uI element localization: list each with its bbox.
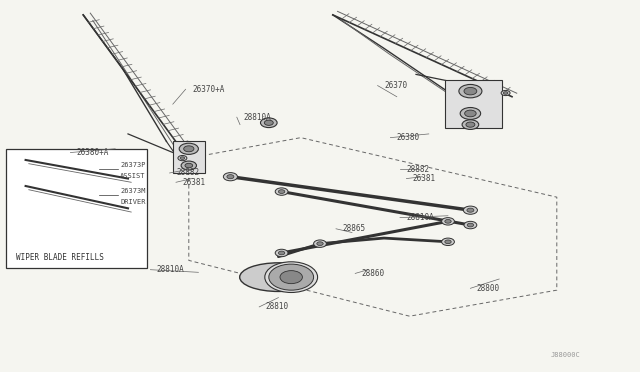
- Circle shape: [463, 206, 477, 214]
- Text: J88000C: J88000C: [550, 352, 580, 358]
- Circle shape: [275, 188, 288, 195]
- Circle shape: [467, 208, 474, 212]
- Circle shape: [265, 262, 317, 292]
- Circle shape: [278, 190, 285, 193]
- Text: 28810A: 28810A: [157, 265, 184, 274]
- Text: 26380+A: 26380+A: [77, 148, 109, 157]
- Circle shape: [442, 218, 454, 225]
- Circle shape: [462, 120, 479, 129]
- Bar: [6, 149, 147, 268]
- Circle shape: [184, 146, 194, 152]
- Circle shape: [260, 118, 277, 128]
- Circle shape: [264, 120, 273, 125]
- Circle shape: [501, 90, 510, 96]
- Text: 26380: 26380: [397, 133, 420, 142]
- Text: 28800: 28800: [477, 284, 500, 293]
- Circle shape: [314, 240, 326, 247]
- Circle shape: [181, 161, 196, 170]
- Circle shape: [464, 87, 477, 95]
- Text: 28860: 28860: [362, 269, 385, 278]
- Text: 28882: 28882: [176, 169, 199, 177]
- Circle shape: [280, 271, 302, 283]
- Circle shape: [269, 264, 314, 290]
- Circle shape: [275, 249, 288, 257]
- Circle shape: [317, 242, 323, 246]
- Circle shape: [278, 251, 285, 255]
- Text: 28810A: 28810A: [406, 213, 434, 222]
- Circle shape: [442, 238, 454, 246]
- Text: 28882: 28882: [406, 165, 429, 174]
- Circle shape: [464, 221, 477, 229]
- Text: 28810: 28810: [266, 302, 289, 311]
- Circle shape: [459, 84, 482, 98]
- Text: WIPER BLADE REFILLS: WIPER BLADE REFILLS: [16, 253, 104, 262]
- Text: 26370+A: 26370+A: [192, 85, 225, 94]
- Circle shape: [445, 240, 451, 244]
- Circle shape: [467, 223, 474, 227]
- Text: DRIVER: DRIVER: [120, 199, 146, 205]
- Text: 28865: 28865: [342, 224, 365, 233]
- Text: ASSIST: ASSIST: [120, 173, 146, 179]
- Text: 26381: 26381: [413, 174, 436, 183]
- Circle shape: [460, 108, 481, 119]
- Circle shape: [227, 174, 234, 179]
- Text: 28810A: 28810A: [243, 113, 271, 122]
- FancyBboxPatch shape: [173, 141, 205, 173]
- Circle shape: [504, 92, 508, 94]
- Text: 26381: 26381: [182, 178, 205, 187]
- Circle shape: [185, 163, 193, 168]
- Circle shape: [178, 155, 187, 161]
- Circle shape: [445, 219, 451, 223]
- Text: 26373P: 26373P: [120, 162, 146, 168]
- Text: 26373M: 26373M: [120, 188, 146, 194]
- FancyBboxPatch shape: [445, 80, 502, 128]
- Circle shape: [466, 122, 475, 127]
- Circle shape: [180, 157, 184, 159]
- Circle shape: [465, 110, 476, 117]
- Ellipse shape: [239, 263, 317, 292]
- Text: 26370: 26370: [384, 81, 407, 90]
- Circle shape: [179, 143, 198, 154]
- Circle shape: [223, 173, 237, 181]
